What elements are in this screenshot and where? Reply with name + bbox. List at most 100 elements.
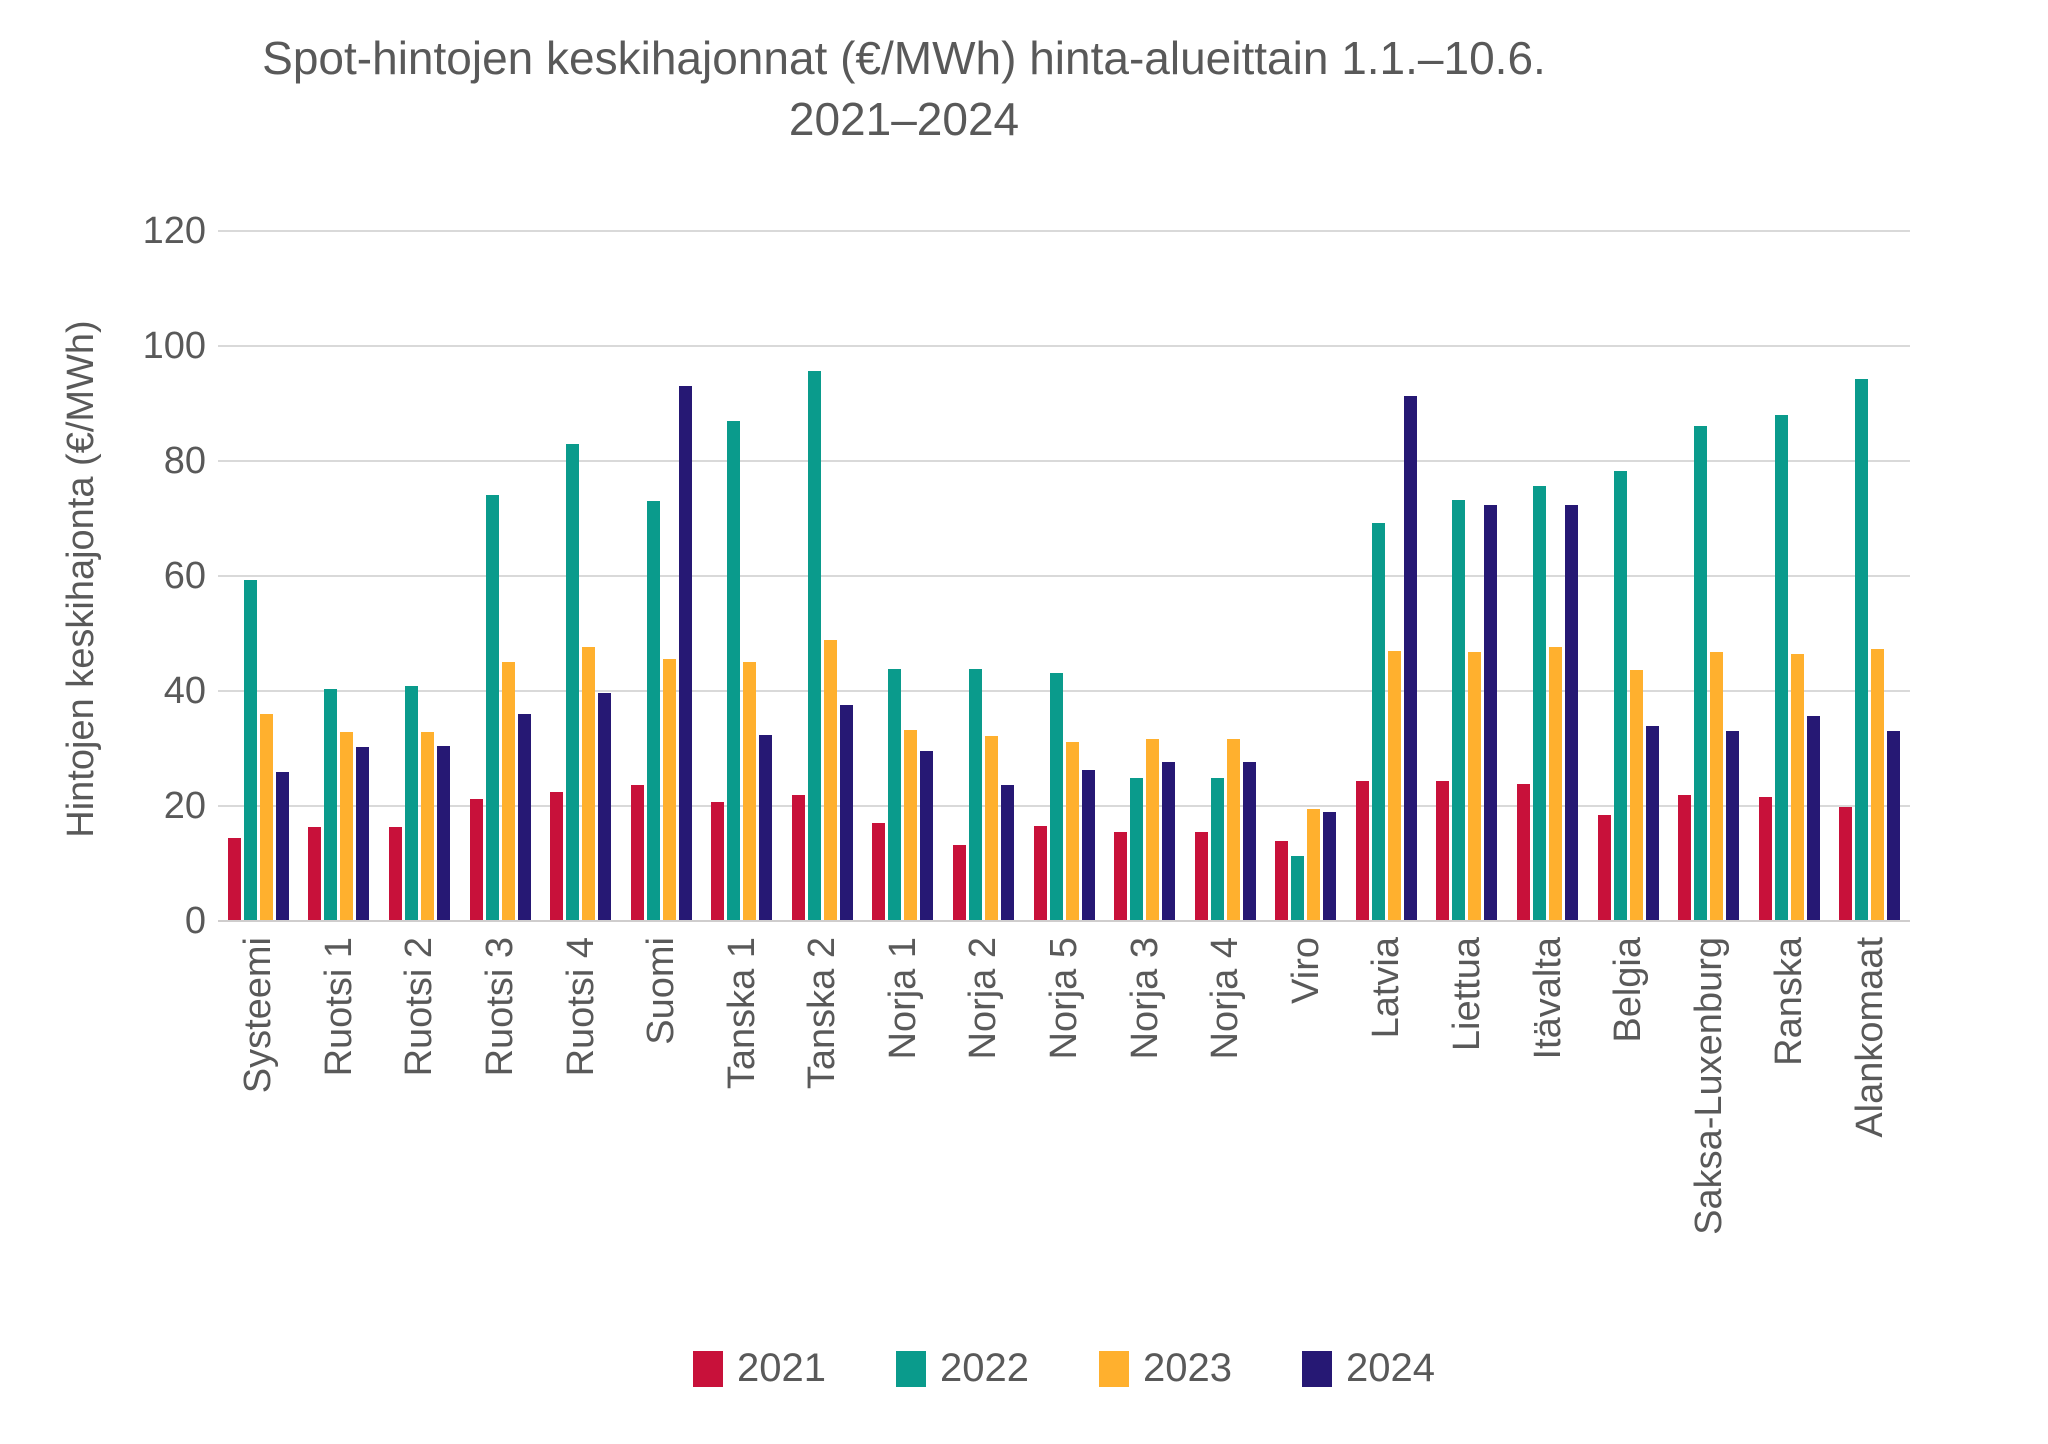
x-label-cell-Viro: Viro xyxy=(1266,933,1347,1333)
bar-Latvia-2021 xyxy=(1355,781,1369,921)
x-label-cell-Norja 3: Norja 3 xyxy=(1104,933,1185,1333)
bar-group-Norja 3 xyxy=(1104,231,1185,921)
legend-label-2023: 2023 xyxy=(1143,1346,1232,1390)
bar-group-Norja 5 xyxy=(1024,231,1105,921)
legend-swatch-2021 xyxy=(693,1350,724,1387)
chart-title-line2: 2021–2024 xyxy=(788,92,1020,145)
gridline-120 xyxy=(218,230,1910,232)
gridline-100 xyxy=(218,345,1910,347)
bar-Norja 3-2023 xyxy=(1146,739,1160,921)
bar-Norja 3-2022 xyxy=(1130,778,1144,921)
bar-Ruotsi 2-2021 xyxy=(388,826,402,921)
chart-title-line1: Spot-hintojen keskihajonnat (€/MWh) hint… xyxy=(262,32,1546,84)
x-axis-label: Norja 1 xyxy=(881,937,924,1060)
bar-Liettua-2022 xyxy=(1452,499,1466,921)
bar-Tanska 1-2021 xyxy=(711,801,725,921)
legend-item-2024: 2024 xyxy=(1301,1346,1435,1391)
y-tick-label-60: 60 xyxy=(163,555,206,597)
bar-Belgia-2024 xyxy=(1645,726,1659,921)
x-axis-label: Tanska 2 xyxy=(801,937,844,1090)
bar-Tanska 2-2021 xyxy=(791,795,805,921)
bar-Ruotsi 4-2021 xyxy=(550,792,564,921)
bar-Tanska 2-2022 xyxy=(807,370,821,921)
bar-Latvia-2023 xyxy=(1387,650,1401,921)
bar-Tanska 2-2024 xyxy=(839,704,853,921)
bar-Norja 3-2024 xyxy=(1162,761,1176,921)
bar-Ruotsi 2-2023 xyxy=(420,732,434,921)
x-axis-label: Norja 5 xyxy=(1043,937,1086,1060)
x-label-cell-Ruotsi 3: Ruotsi 3 xyxy=(460,933,541,1333)
legend-swatch-2022 xyxy=(896,1350,927,1387)
bar-Ruotsi 4-2023 xyxy=(582,646,596,921)
bar-group-Norja 4 xyxy=(1185,231,1266,921)
x-axis-label: Norja 2 xyxy=(962,937,1005,1060)
x-label-cell-Norja 4: Norja 4 xyxy=(1185,933,1266,1333)
x-axis-label: Viro xyxy=(1284,937,1327,1004)
bar-Itävalta-2023 xyxy=(1549,647,1563,921)
bar-Ruotsi 1-2024 xyxy=(356,746,370,921)
bar-Alankomaat-2024 xyxy=(1887,730,1901,921)
bar-Norja 5-2024 xyxy=(1081,769,1095,921)
x-axis-label: Itävalta xyxy=(1526,937,1569,1060)
bar-Norja 2-2021 xyxy=(952,844,966,921)
bar-group-Tanska 1 xyxy=(701,231,782,921)
bar-group-Systeemi xyxy=(218,231,299,921)
bar-Norja 5-2021 xyxy=(1033,825,1047,921)
x-label-cell-Ruotsi 1: Ruotsi 1 xyxy=(299,933,380,1333)
bar-Norja 2-2024 xyxy=(1000,784,1014,921)
bar-Norja 4-2023 xyxy=(1226,739,1240,921)
x-axis-category-labels: Systeemi Ruotsi 1 Ruotsi 2 Ruotsi 3 Ruotsi 4… xyxy=(218,933,1910,1333)
bar-Viro-2024 xyxy=(1323,812,1337,921)
bar-group-Saksa-Luxenburg xyxy=(1668,231,1749,921)
bar-group-Norja 2 xyxy=(943,231,1024,921)
gridline-80 xyxy=(218,460,1910,462)
bar-Norja 1-2023 xyxy=(904,729,918,921)
bar-Liettua-2021 xyxy=(1436,781,1450,921)
bar-Liettua-2023 xyxy=(1468,652,1482,921)
legend-swatch-2024 xyxy=(1301,1350,1332,1387)
bar-Tanska 2-2023 xyxy=(823,639,837,921)
x-axis-label: Ruotsi 1 xyxy=(317,937,360,1077)
legend-item-2022: 2022 xyxy=(896,1346,1029,1391)
bar-group-Belgia xyxy=(1588,231,1669,921)
bar-group-Itävalta xyxy=(1507,231,1588,921)
bar-Ranska-2024 xyxy=(1806,716,1820,921)
y-tick-label-40: 40 xyxy=(163,670,206,712)
x-axis-label: Tanska 1 xyxy=(720,937,763,1090)
bar-group-Tanska 2 xyxy=(782,231,863,921)
bar-Alankomaat-2023 xyxy=(1871,649,1885,921)
legend-label-2021: 2021 xyxy=(737,1346,827,1390)
bar-Belgia-2021 xyxy=(1597,815,1611,921)
gridline-60 xyxy=(218,575,1910,577)
bar-group-Ruotsi 3 xyxy=(460,231,541,921)
legend-item-2021: 2021 xyxy=(693,1346,826,1391)
bar-Saksa-Luxenburg-2022 xyxy=(1694,425,1708,921)
bar-Itävalta-2024 xyxy=(1565,504,1579,921)
x-label-cell-Norja 2: Norja 2 xyxy=(943,933,1024,1333)
bar-Suomi-2022 xyxy=(646,500,660,921)
bar-Tanska 1-2023 xyxy=(743,661,757,921)
legend: 2021 2022 2023 2024 xyxy=(218,1346,1910,1391)
bar-Ruotsi 1-2021 xyxy=(308,826,322,921)
bar-Norja 5-2022 xyxy=(1049,672,1063,921)
x-label-cell-Latvia: Latvia xyxy=(1346,933,1427,1333)
x-label-cell-Tanska 1: Tanska 1 xyxy=(701,933,782,1333)
x-axis-label: Norja 4 xyxy=(1204,937,1247,1060)
bar-Systeemi-2022 xyxy=(243,580,257,921)
legend-label-2024: 2024 xyxy=(1345,1346,1435,1390)
bar-Ranska-2022 xyxy=(1774,415,1788,921)
bar-Saksa-Luxenburg-2021 xyxy=(1678,795,1692,921)
bar-Liettua-2024 xyxy=(1484,504,1498,921)
x-axis-baseline xyxy=(218,920,1910,922)
x-label-cell-Itävalta: Itävalta xyxy=(1507,933,1588,1333)
bar-Viro-2021 xyxy=(1275,840,1289,921)
x-axis-label: Systeemi xyxy=(237,937,280,1094)
bar-Systeemi-2024 xyxy=(275,771,289,921)
bar-Ruotsi 3-2021 xyxy=(469,798,483,921)
x-label-cell-Alankomaat: Alankomaat xyxy=(1830,933,1911,1333)
x-axis-label: Liettua xyxy=(1445,937,1488,1052)
bar-Ranska-2023 xyxy=(1790,653,1804,921)
bar-Norja 2-2022 xyxy=(968,669,982,921)
legend-swatch-2023 xyxy=(1099,1350,1129,1387)
